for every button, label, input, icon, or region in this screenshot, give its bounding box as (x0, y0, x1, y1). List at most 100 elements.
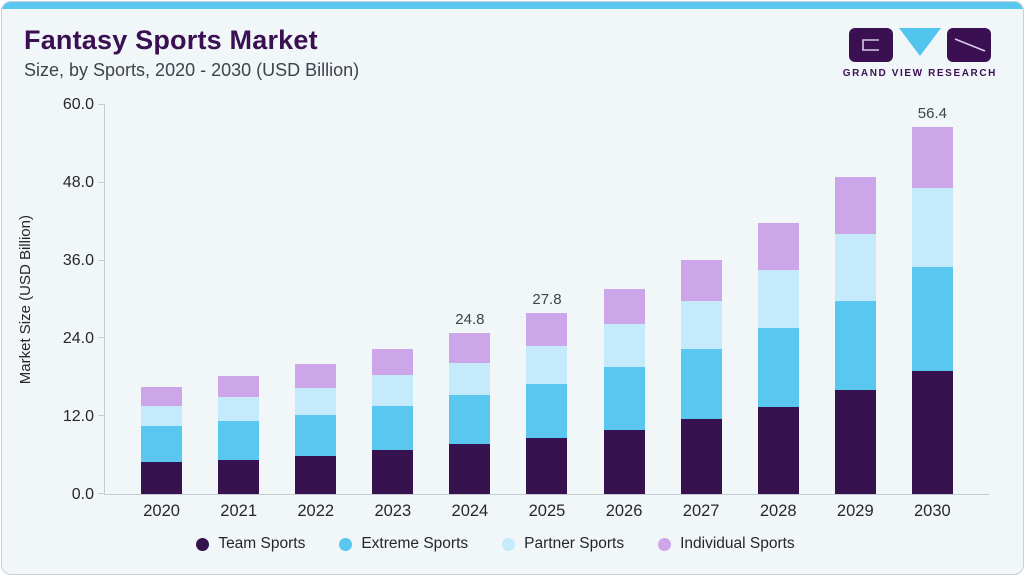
bar-segment-extreme-sports-2021 (218, 421, 260, 461)
legend-label-extreme-sports: Extreme Sports (361, 535, 469, 552)
bar-segment-individual-sports-2024 (449, 332, 491, 363)
bar-segment-team-sports-2020 (141, 462, 183, 494)
bar-segment-partner-sports-2030 (911, 187, 953, 267)
bar-total-label-2024: 24.8 (455, 310, 485, 328)
bar-segment-extreme-sports-2025 (526, 383, 568, 439)
legend-label-individual-sports: Individual Sports (680, 535, 795, 552)
x-tick-label-2022: 2022 (297, 502, 335, 520)
bar-group-2020: 2020 (141, 387, 183, 520)
bar-segment-extreme-sports-2027 (680, 349, 722, 420)
bar-segment-team-sports-2025 (526, 438, 568, 494)
bar-stack-2025: 27.8 (526, 291, 568, 494)
y-tick-label-60.0: 60.0 (62, 96, 94, 113)
bar-segment-partner-sports-2027 (680, 300, 722, 350)
bar-segment-individual-sports-2028 (757, 222, 799, 271)
gvr-logo-mark (848, 28, 991, 62)
header: Fantasy Sports Market Size, by Sports, 2… (2, 9, 1023, 81)
bar-segment-individual-sports-2029 (834, 177, 876, 235)
bar-stack-2024: 24.8 (449, 311, 491, 494)
bar-segment-extreme-sports-2023 (372, 405, 414, 450)
bar-stack-2023 (372, 349, 414, 494)
y-tick-label-24.0: 24.0 (62, 330, 94, 347)
x-tick-label-2029: 2029 (836, 502, 874, 520)
y-tick-mark (98, 104, 105, 105)
bar-segment-partner-sports-2022 (295, 388, 337, 415)
bar-group-2023: 2023 (372, 349, 414, 520)
bar-group-2021: 2021 (218, 375, 260, 520)
bar-segment-individual-sports-2020 (141, 387, 183, 406)
bar-segment-team-sports-2027 (680, 419, 722, 494)
legend-item-partner-sports: Partner Sports (502, 535, 624, 553)
bar-segment-individual-sports-2026 (603, 289, 645, 325)
x-tick-label-2025: 2025 (528, 502, 566, 520)
x-tick-label-2023: 2023 (374, 502, 412, 520)
legend-dot-extreme-sports (339, 537, 353, 551)
bar-segment-individual-sports-2022 (295, 364, 337, 389)
bar-stack-2022 (295, 364, 337, 494)
bar-segment-partner-sports-2025 (526, 345, 568, 384)
legend-label-team-sports: Team Sports (218, 535, 306, 552)
bar-segment-team-sports-2026 (603, 430, 645, 494)
bar-group-2029: 2029 (834, 177, 876, 520)
bar-segment-partner-sports-2021 (218, 397, 260, 422)
accent-strip (2, 2, 1023, 9)
x-tick-label-2028: 2028 (759, 502, 797, 520)
bar-segment-partner-sports-2023 (372, 375, 414, 406)
bar-stack-2028 (757, 222, 799, 494)
bar-segment-extreme-sports-2029 (834, 300, 876, 390)
gvr-logo: GRAND VIEW RESEARCH (843, 27, 997, 79)
bar-stack-2027 (680, 260, 722, 494)
title-block: Fantasy Sports Market Size, by Sports, 2… (24, 25, 359, 81)
bar-stack-2029 (834, 177, 876, 494)
legend-item-individual-sports: Individual Sports (658, 535, 795, 553)
bar-segment-partner-sports-2029 (834, 234, 876, 301)
bar-segment-extreme-sports-2022 (295, 414, 337, 456)
x-tick-label-2026: 2026 (605, 502, 643, 520)
bar-group-2028: 2028 (757, 222, 799, 520)
legend-dot-team-sports (196, 537, 210, 551)
bar-stack-2020 (141, 387, 183, 494)
plot-row: Market Size (USD Billion) 60.0 48.0 36.0 24… (2, 96, 989, 520)
page-title: Fantasy Sports Market (24, 25, 318, 55)
y-tick-label-48.0: 48.0 (62, 174, 94, 191)
bar-stack-2021 (218, 375, 260, 494)
bar-segment-team-sports-2021 (218, 460, 260, 494)
legend-item-extreme-sports: Extreme Sports (339, 535, 468, 553)
x-tick-label-2030: 2030 (914, 502, 951, 520)
bar-group-2022: 2022 (295, 364, 337, 520)
bar-segment-partner-sports-2028 (757, 270, 799, 329)
bar-stack-2026 (603, 289, 645, 494)
bar-segment-team-sports-2023 (372, 449, 414, 494)
x-tick-label-2027: 2027 (682, 502, 720, 520)
bar-segment-extreme-sports-2020 (141, 426, 183, 463)
legend-label-partner-sports: Partner Sports (524, 535, 625, 552)
plot-area: 2020 2021 2022 2023 24.8 2024 27.8 2025 2026 2027… (98, 104, 989, 520)
y-tick-mark (98, 337, 105, 339)
bar-segment-partner-sports-2024 (449, 362, 491, 396)
y-tick-mark (98, 181, 105, 183)
bar-group-2027: 2027 (680, 260, 722, 520)
bar-segment-extreme-sports-2024 (449, 395, 491, 444)
x-tick-label-2024: 2024 (451, 502, 489, 520)
y-axis-tick-labels: 60.0 48.0 36.0 24.0 12.0 0.0 (48, 96, 104, 503)
bar-segment-team-sports-2028 (757, 406, 799, 494)
bar-total-label-2030: 56.4 (917, 105, 947, 123)
bar-segment-partner-sports-2020 (141, 405, 183, 427)
legend: Team Sports Extreme Sports Partner Sports I… (2, 535, 989, 553)
y-tick-label-36.0: 36.0 (62, 252, 94, 269)
x-tick-label-2020: 2020 (143, 502, 180, 520)
bar-segment-extreme-sports-2028 (757, 328, 799, 407)
bar-segment-team-sports-2024 (449, 443, 491, 494)
y-tick-label-0.0: 0.0 (71, 486, 94, 503)
y-tick-mark (98, 493, 105, 494)
gvr-logo-text: GRAND VIEW RESEARCH (842, 68, 997, 79)
page-subtitle: Size, by Sports, 2020 - 2030 (USD Billio… (24, 60, 360, 80)
bar-group-2025: 27.8 2025 (526, 291, 568, 520)
bar-segment-extreme-sports-2026 (603, 367, 645, 431)
bar-segment-individual-sports-2023 (372, 349, 414, 376)
bar-group-2024: 24.8 2024 (449, 311, 491, 520)
legend-dot-individual-sports (658, 537, 672, 551)
stacked-bar-chart: Market Size (USD Billion) 60.0 48.0 36.0 24… (2, 96, 1023, 553)
y-tick-mark (98, 259, 105, 261)
